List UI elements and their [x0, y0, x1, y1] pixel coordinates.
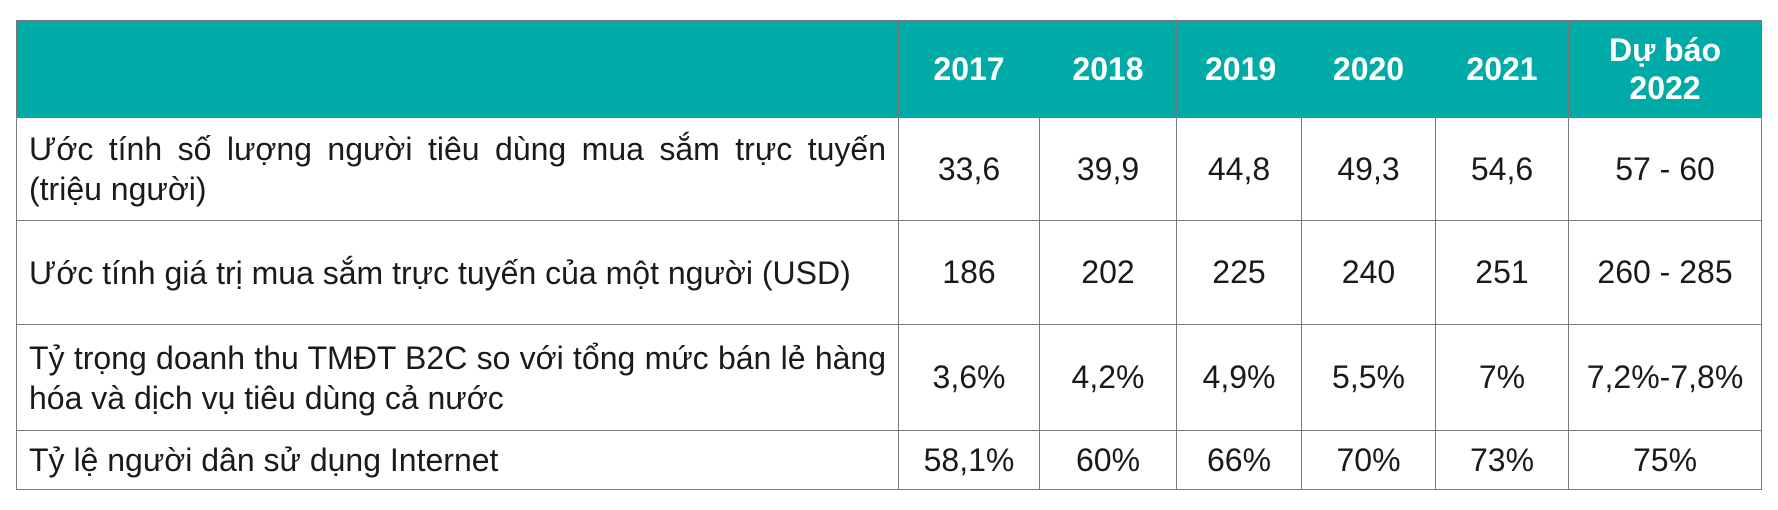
cell-value: 60%: [1039, 430, 1177, 490]
cell-value: 66%: [1176, 430, 1302, 490]
cell-value: 39,9: [1039, 117, 1177, 221]
cell-value: 5,5%: [1301, 324, 1436, 431]
cell-value: 3,6%: [898, 324, 1040, 431]
cell-value: 7%: [1435, 324, 1569, 431]
cell-value: 202: [1039, 220, 1177, 325]
cell-value: 58,1%: [898, 430, 1040, 490]
row-label: Ước tính giá trị mua sắm trực tuyến của …: [16, 220, 899, 325]
row-label: Tỷ lệ người dân sử dụng Internet: [16, 430, 899, 490]
cell-value: 4,9%: [1176, 324, 1302, 431]
column-header: 2018: [1039, 20, 1177, 118]
data-table: 2017 2018 2019 2020 2021 Dự báo 2022 Ước tính…: [16, 20, 1762, 490]
header-cell: [16, 20, 899, 118]
cell-value: 225: [1176, 220, 1302, 325]
column-header: 2019: [1176, 20, 1302, 118]
cell-value: 240: [1301, 220, 1436, 325]
row-label: Ước tính số lượng người tiêu dùng mua sắ…: [16, 117, 899, 221]
column-header: Dự báo 2022: [1568, 20, 1762, 118]
table-row: Tỷ lệ người dân sử dụng Internet 58,1% 60%…: [16, 430, 1762, 490]
cell-value: 75%: [1568, 430, 1762, 490]
table-row: Tỷ trọng doanh thu TMĐT B2C so với tổng …: [16, 324, 1762, 431]
cell-value: 70%: [1301, 430, 1436, 490]
column-header: 2020: [1301, 20, 1436, 118]
cell-value: 33,6: [898, 117, 1040, 221]
cell-value: 73%: [1435, 430, 1569, 490]
cell-value: 44,8: [1176, 117, 1302, 221]
cell-value: 251: [1435, 220, 1569, 325]
cell-value: 7,2%-7,8%: [1568, 324, 1762, 431]
table-row: Ước tính giá trị mua sắm trực tuyến của …: [16, 220, 1762, 325]
column-header: 2017: [898, 20, 1040, 118]
cell-value: 186: [898, 220, 1040, 325]
cell-value: 49,3: [1301, 117, 1436, 221]
column-header: 2021: [1435, 20, 1569, 118]
cell-value: 57 - 60: [1568, 117, 1762, 221]
table-body: Ước tính số lượng người tiêu dùng mua sắ…: [16, 117, 1762, 490]
cell-value: 54,6: [1435, 117, 1569, 221]
cell-value: 4,2%: [1039, 324, 1177, 431]
cell-value: 260 - 285: [1568, 220, 1762, 325]
row-label: Tỷ trọng doanh thu TMĐT B2C so với tổng …: [16, 324, 899, 431]
header-row: 2017 2018 2019 2020 2021 Dự báo 2022: [16, 20, 1762, 118]
table-row: Ước tính số lượng người tiêu dùng mua sắ…: [16, 117, 1762, 221]
